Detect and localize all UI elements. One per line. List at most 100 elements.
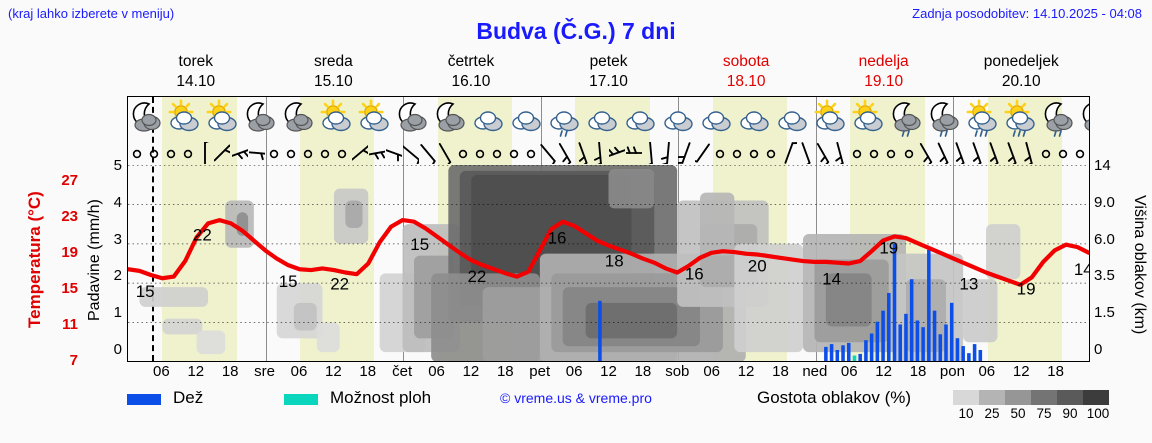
cloud-density-step-label: 50 <box>1010 406 1026 421</box>
cloud-height-tick: 1.5 <box>1094 304 1115 322</box>
wind-barb <box>454 141 471 165</box>
day-name: ponedeljek <box>983 53 1059 70</box>
daylight-band <box>162 97 237 361</box>
wind-barb <box>1054 141 1071 165</box>
wind-barb <box>300 141 317 165</box>
sun-cloud-icon <box>166 97 204 141</box>
svg-text:16: 16 <box>685 265 704 284</box>
wind-barb <box>317 141 334 165</box>
temperature-tick: 23 <box>61 208 78 225</box>
moon-cloud-icon <box>432 97 470 141</box>
svg-text:18: 18 <box>605 252 624 271</box>
x-tick-label: 06 <box>840 363 858 380</box>
cloud-icon <box>508 97 546 141</box>
wind-barb <box>128 141 145 165</box>
temperature-tick: 15 <box>61 280 78 297</box>
x-tick-label: 12 <box>600 363 617 380</box>
cloud-density-step-label: 10 <box>958 406 974 421</box>
svg-text:15: 15 <box>410 235 429 254</box>
wind-barb <box>694 141 711 165</box>
cloud-density-step <box>1031 390 1057 405</box>
cloud-height-axis-title: Višina oblakov (km) <box>1131 195 1148 335</box>
wind-barb <box>797 141 814 165</box>
wind-barb <box>385 141 402 165</box>
svg-text:13: 13 <box>959 275 978 294</box>
day-separator <box>265 97 267 361</box>
wind-barb <box>952 141 969 165</box>
sun-cloud-icon <box>204 97 242 141</box>
x-tick-label: 06 <box>978 363 996 380</box>
temperature-tick: 19 <box>61 244 78 261</box>
cloud-icon <box>698 97 736 141</box>
precipitation-tick: 0 <box>113 341 122 358</box>
x-axis-tick-labels: 06 12 18 sre 06 12 18 čet 06 12 18 pet 06 12 18 sob 06 12… <box>127 363 1090 383</box>
cloud-icon <box>622 97 660 141</box>
rain-legend-label: Dež <box>173 388 204 407</box>
x-tick-label: 12 <box>325 363 342 380</box>
cloud-density-step <box>953 390 979 405</box>
wind-barb <box>351 141 368 165</box>
copyright-link[interactable]: © vreme.us & vreme.pro <box>500 390 652 406</box>
cloud-density-step-label: 75 <box>1036 406 1052 421</box>
moon-cloud-rain-icon <box>926 97 964 141</box>
wind-barb <box>746 141 763 165</box>
x-tick-label: pon <box>939 363 965 380</box>
wind-barb <box>831 141 848 165</box>
x-tick-label: sre <box>254 363 275 380</box>
cloud-sun-rain-icon <box>964 97 1002 141</box>
cloud-height-tick: 3.5 <box>1094 267 1115 285</box>
wind-barb <box>231 141 248 165</box>
wind-barb <box>728 141 745 165</box>
showers-legend-swatch <box>284 394 318 405</box>
x-tick-label: 12 <box>737 363 755 380</box>
cloud-height-tick: 9.0 <box>1094 193 1115 211</box>
graph-overlay: 15 22 15 22 15 22 16 18 16 20 14 19 13 19 14 <box>128 165 1089 361</box>
wind-barb <box>488 141 505 165</box>
cloud-density-legend-label: Gostota oblakov (%) <box>757 388 912 407</box>
wind-barb <box>162 141 179 165</box>
day-header-ponedeljek: ponedeljek 20.10 <box>952 52 1090 94</box>
svg-text:22: 22 <box>193 225 212 244</box>
x-tick-label: 06 <box>290 363 308 380</box>
forecast-plot: 15 22 15 22 15 22 16 18 16 20 14 19 13 19 14 <box>127 96 1090 362</box>
cloud-density-step <box>1057 390 1083 405</box>
cloud-height-tick: 0 <box>1094 341 1103 358</box>
wind-barb <box>265 141 282 165</box>
precipitation-tick: 1 <box>113 304 122 322</box>
wind-barb <box>849 141 866 165</box>
x-tick-label: 18 <box>1047 363 1064 380</box>
cloud-sun-rain-icon <box>1002 97 1040 141</box>
cloud-density-step-label: 25 <box>984 406 1000 421</box>
day-name: četrtek <box>447 53 495 70</box>
day-name: petek <box>589 53 628 70</box>
cloud-density-step <box>979 390 1005 405</box>
day-name: sreda <box>313 53 353 70</box>
wind-barb <box>934 141 951 165</box>
wind-barb <box>677 141 694 165</box>
wind-barb <box>540 141 557 165</box>
wind-barb <box>591 141 608 165</box>
x-tick-label: 12 <box>875 363 892 380</box>
wind-barb <box>505 141 522 165</box>
day-header-nedelja: nedelja 19.10 <box>815 52 953 94</box>
day-date: 16.10 <box>451 73 491 90</box>
wind-barb <box>574 141 591 165</box>
day-name: nedelja <box>858 53 909 70</box>
wind-barb <box>900 141 917 165</box>
wind-barb <box>866 141 883 165</box>
wind-barb <box>282 141 299 165</box>
day-name: sobota <box>722 53 770 70</box>
x-tick-label: 18 <box>496 363 514 380</box>
day-header-sobota: sobota 18.10 <box>677 52 815 94</box>
x-tick-label: 06 <box>565 363 583 380</box>
sun-cloud-icon <box>318 97 356 141</box>
wind-barb <box>643 141 660 165</box>
day-date: 17.10 <box>589 73 628 90</box>
last-update-text: Zadnja posodobitev: 14.10.2025 - 04:08 <box>912 6 1142 21</box>
showers-legend-label: Možnost ploh <box>330 388 432 407</box>
wind-barb-strip <box>128 141 1089 165</box>
precipitation-tick: 4 <box>113 193 122 211</box>
wind-barb <box>1020 141 1037 165</box>
precipitation-tick: 2 <box>113 267 122 285</box>
svg-text:15: 15 <box>279 272 298 291</box>
